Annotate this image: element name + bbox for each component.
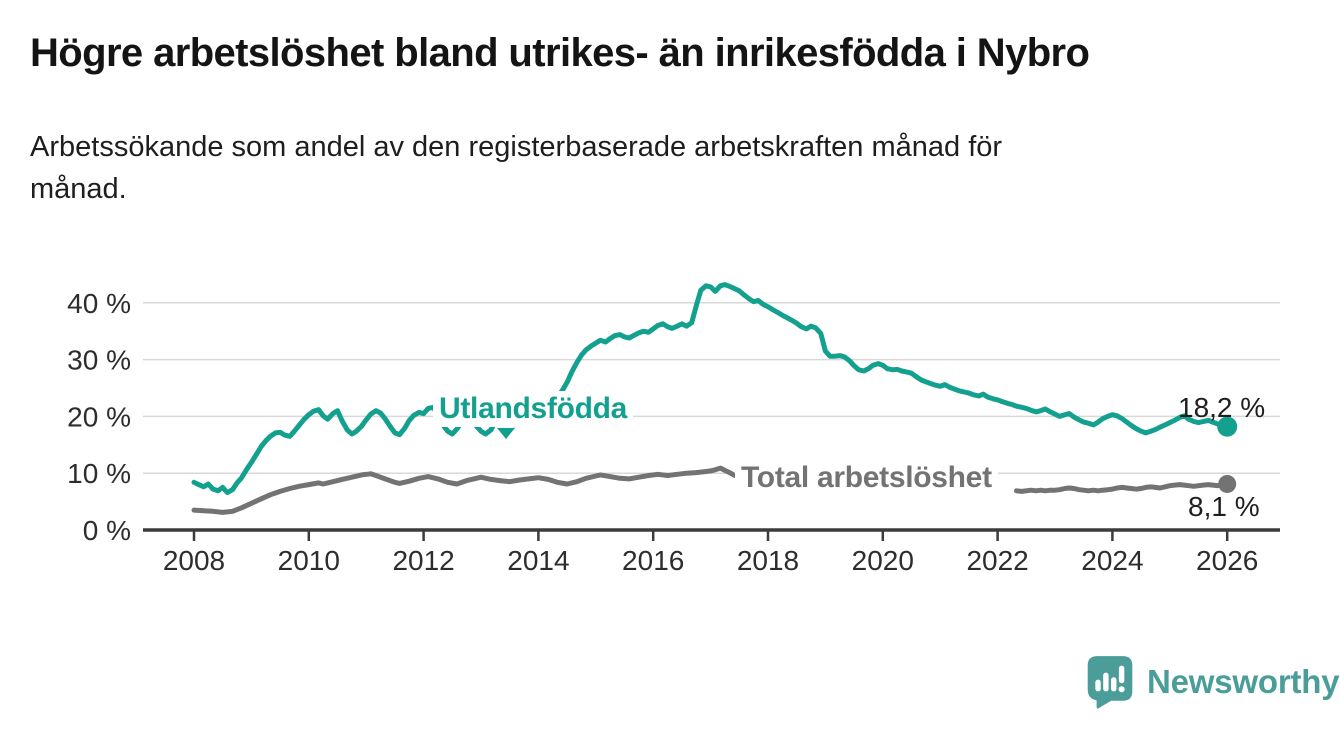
x-axis-tick-label: 2022: [966, 545, 1028, 576]
x-axis-tick-label: 2016: [622, 545, 684, 576]
x-axis-tick-label: 2010: [278, 545, 340, 576]
y-axis-tick-label: 10 %: [67, 458, 131, 489]
x-axis-tick-label: 2026: [1196, 545, 1258, 576]
series-label-total-arbetsloshet: Total arbetslöshet: [735, 460, 998, 496]
y-axis-tick-label: 30 %: [67, 345, 131, 376]
newsworthy-logo: Newsworthy: [1086, 655, 1340, 709]
end-value-label-utlandsfodda: 18,2 %: [1178, 392, 1266, 423]
chart-subtitle: Arbetssökande som andel av den registerb…: [30, 126, 1270, 210]
y-axis-tick-label: 40 %: [67, 288, 131, 319]
chart-title: Högre arbetslöshet bland utrikes- än inr…: [30, 31, 1090, 75]
y-axis-tick-label: 0 %: [83, 515, 131, 546]
newsworthy-speech-bubble-bar-chart-icon: [1087, 656, 1133, 709]
x-axis-tick-label: 2024: [1081, 545, 1143, 576]
chart-subtitle-line-1: Arbetssökande som andel av den registerb…: [30, 131, 1003, 163]
x-axis-tick-label: 2018: [737, 545, 799, 576]
x-axis-tick-label: 2014: [507, 545, 569, 576]
newsworthy-wordmark: Newsworthy: [1147, 663, 1340, 700]
series-end-dot-total: [1218, 474, 1237, 493]
series-end-dot-utlandsfodda: [1217, 416, 1238, 437]
x-axis-tick-label: 2008: [163, 545, 225, 576]
chart-subtitle-line-2: månad.: [30, 173, 127, 205]
x-axis-tick-label: 2012: [392, 545, 454, 576]
series-line-total: [191, 465, 1230, 515]
series-label-pointer-triangle-icon: [497, 428, 515, 439]
series-label-utlandsfodda: Utlandsfödda: [433, 391, 634, 427]
series-line-utlandsfodda: [191, 282, 1230, 495]
end-value-label-total: 8,1 %: [1188, 491, 1260, 522]
y-axis-tick-label: 20 %: [67, 401, 131, 432]
x-axis-tick-label: 2020: [852, 545, 914, 576]
